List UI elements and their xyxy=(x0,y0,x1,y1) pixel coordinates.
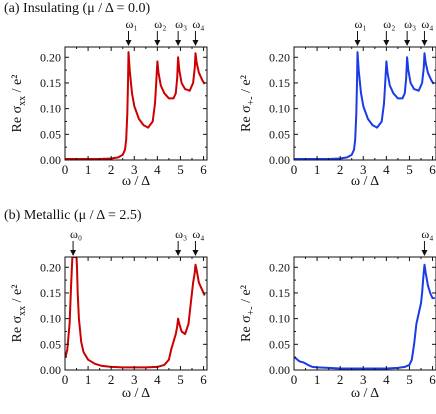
x-tick-label: 3 xyxy=(360,162,367,177)
section-label-insulating: (a) Insulating (μ / Δ = 0.0) xyxy=(4,1,150,16)
y-tick-label: 0.10 xyxy=(269,312,290,326)
annotation-arrow-head xyxy=(383,40,390,46)
x-tick-label: 1 xyxy=(314,372,321,387)
annotation-label: ω₀ xyxy=(70,227,82,241)
annotation-arrow-head xyxy=(154,40,161,46)
y-tick-label: 0.20 xyxy=(269,50,290,64)
y-axis-label: Re σxx / e² xyxy=(10,285,28,343)
annotation-arrow-head xyxy=(404,40,411,46)
x-tick-label: 1 xyxy=(314,162,321,177)
annotation-arrow-head xyxy=(354,40,361,46)
annotation-label: ω₃ xyxy=(175,227,187,241)
annotation-arrow-head xyxy=(175,40,182,46)
annotation-arrow-head xyxy=(192,40,199,46)
x-tick-label: 4 xyxy=(383,372,390,387)
y-tick-label: 0.05 xyxy=(40,127,61,141)
annotation-arrow-head xyxy=(192,250,199,256)
y-axis-label: Re σxx / e² xyxy=(10,75,28,133)
y-tick-label: 0.20 xyxy=(40,260,61,274)
x-tick-label: 0 xyxy=(291,162,298,177)
x-tick-label: 6 xyxy=(429,372,436,387)
annotation-arrow-head xyxy=(70,250,77,256)
y-tick-label: 0.00 xyxy=(40,153,61,167)
series-line-b-left-0 xyxy=(65,257,206,369)
x-tick-label: 6 xyxy=(429,162,436,177)
x-tick-label: 4 xyxy=(154,372,161,387)
axes-frame xyxy=(64,256,208,371)
y-tick-label: 0.05 xyxy=(40,337,61,351)
panel-a-left: 0 1 2 3 4 5 6 0.00 0.05 0.10 0.15 0.20 ω / Δ Re σxx /… xyxy=(10,17,208,189)
annotation-arrow-head xyxy=(421,250,428,256)
x-tick-label: 2 xyxy=(108,162,115,177)
annotation-label: ω₄ xyxy=(421,17,433,31)
y-tick-label: 0.20 xyxy=(40,50,61,64)
annotation-label: ω₂ xyxy=(383,17,395,31)
series-line-b-right-0 xyxy=(294,263,435,370)
y-tick-label: 0.10 xyxy=(40,102,61,116)
annotation-label: ω₄ xyxy=(192,17,204,31)
section-label-metallic: (b) Metallic (μ / Δ = 2.5) xyxy=(4,208,142,223)
axes-frame xyxy=(64,46,208,161)
x-tick-label: 0 xyxy=(291,372,298,387)
x-tick-label: 5 xyxy=(406,162,413,177)
y-tick-label: 0.15 xyxy=(40,286,61,300)
annotation-label: ω₄ xyxy=(421,227,433,241)
x-tick-label: 1 xyxy=(85,372,92,387)
y-tick-label: 0.00 xyxy=(40,363,61,377)
y-tick-label: 0.20 xyxy=(269,260,290,274)
series-line-a-right-0 xyxy=(294,51,435,160)
annotation-label: ω₄ xyxy=(192,227,204,241)
annotation-arrow-head xyxy=(175,250,182,256)
annotation-label: ω₃ xyxy=(404,17,416,31)
x-tick-label: 3 xyxy=(131,372,138,387)
y-tick-label: 0.00 xyxy=(269,153,290,167)
x-axis-label: ω / Δ xyxy=(122,386,150,401)
annotation-arrow-head xyxy=(125,40,132,46)
y-axis-label: Re σ+- / e² xyxy=(239,75,257,132)
y-tick-label: 0.05 xyxy=(269,127,290,141)
y-tick-label: 0.10 xyxy=(269,102,290,116)
panel-b-right: 0 1 2 3 4 5 6 0.00 0.05 0.10 0.15 0.20 ω / Δ Re σ+- /… xyxy=(239,227,436,401)
series-line-a-left-0 xyxy=(65,51,206,160)
x-tick-label: 1 xyxy=(85,162,92,177)
x-tick-label: 2 xyxy=(108,372,115,387)
axes-frame xyxy=(293,256,436,371)
x-tick-label: 4 xyxy=(383,162,390,177)
y-tick-label: 0.15 xyxy=(40,76,61,90)
x-tick-label: 5 xyxy=(406,372,413,387)
annotation-arrow-head xyxy=(421,40,428,46)
y-tick-label: 0.00 xyxy=(269,363,290,377)
y-tick-label: 0.15 xyxy=(269,286,290,300)
panel-b-left: 0 1 2 3 4 5 6 0.00 0.05 0.10 0.15 0.20 ω / Δ Re σxx /… xyxy=(10,227,208,401)
x-tick-label: 3 xyxy=(360,372,367,387)
y-axis-label: Re σ+- / e² xyxy=(239,285,257,342)
axes-frame xyxy=(293,46,436,161)
x-tick-label: 6 xyxy=(200,162,207,177)
annotation-label: ω₁ xyxy=(125,17,137,31)
x-tick-label: 5 xyxy=(177,372,184,387)
x-tick-label: 4 xyxy=(154,162,161,177)
panel-a-right: 0 1 2 3 4 5 6 0.00 0.05 0.10 0.15 0.20 ω / Δ Re σ+- /… xyxy=(239,17,436,189)
annotation-label: ω₁ xyxy=(354,17,366,31)
x-axis-label: ω / Δ xyxy=(351,386,379,401)
y-tick-label: 0.10 xyxy=(40,312,61,326)
x-tick-label: 0 xyxy=(62,162,69,177)
y-tick-label: 0.15 xyxy=(269,76,290,90)
x-tick-label: 0 xyxy=(62,372,69,387)
x-tick-label: 5 xyxy=(177,162,184,177)
x-tick-label: 2 xyxy=(337,162,344,177)
x-tick-label: 3 xyxy=(131,162,138,177)
y-tick-label: 0.05 xyxy=(269,337,290,351)
x-tick-label: 6 xyxy=(200,372,207,387)
annotation-label: ω₂ xyxy=(154,17,166,31)
x-axis-label: ω / Δ xyxy=(351,174,379,189)
x-tick-label: 2 xyxy=(337,372,344,387)
annotation-label: ω₃ xyxy=(175,17,187,31)
x-axis-label: ω / Δ xyxy=(122,174,150,189)
